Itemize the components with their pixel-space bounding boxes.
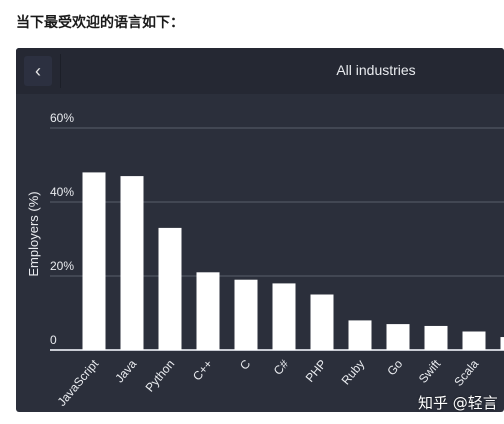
bars [82,172,504,350]
x-tick-label: Scala [451,357,481,389]
x-tick-label: PHP [303,357,330,385]
bar-python [158,227,182,350]
bar-java [120,176,144,350]
y-tick-label: 20% [50,259,74,273]
x-tick-label: C++ [190,357,215,383]
chart-card: ‹ All industries 0 20% 40% 60% JavaScript Ja… [16,48,504,412]
watermark: 知乎 @轻言 [418,394,498,412]
bar-php [310,294,334,350]
bar-partial [500,337,504,350]
x-tick-label: Swift [416,356,444,385]
chart-header-title: All industries [336,62,416,78]
y-tick-label: 40% [50,185,74,199]
x-tick-label: JavaScript [55,356,102,408]
x-tick-label: Java [112,357,139,386]
header-divider [60,54,61,88]
x-tick-label: Go [384,357,405,379]
bar-c- [272,283,296,350]
y-axis-label: Employers (%) [26,191,41,276]
bar-ruby [348,320,372,350]
bar-c [234,279,258,350]
intro-text: 当下最受欢迎的语言如下： [16,15,184,31]
y-tick-label: 60% [50,111,74,125]
y-tick-label: 0 [50,333,57,347]
x-tick-label: Ruby [339,357,368,387]
bar-scala [462,331,486,350]
bar-javascript [82,172,106,350]
chevron-left-icon: ‹ [35,61,41,81]
x-tick-label: C [237,357,254,373]
x-tick-label: C# [271,357,292,378]
bar-swift [424,325,448,350]
bar-c- [196,272,220,350]
back-button[interactable]: ‹ [24,56,52,86]
bar-go [386,324,410,350]
bar-chart: 0 20% 40% 60% JavaScript Java Python C++ C C# PHP… [26,111,504,409]
x-tick-label: Python [143,357,178,395]
y-tick-labels: 0 20% 40% 60% [50,111,74,347]
chart-header: ‹ All industries [16,48,504,94]
